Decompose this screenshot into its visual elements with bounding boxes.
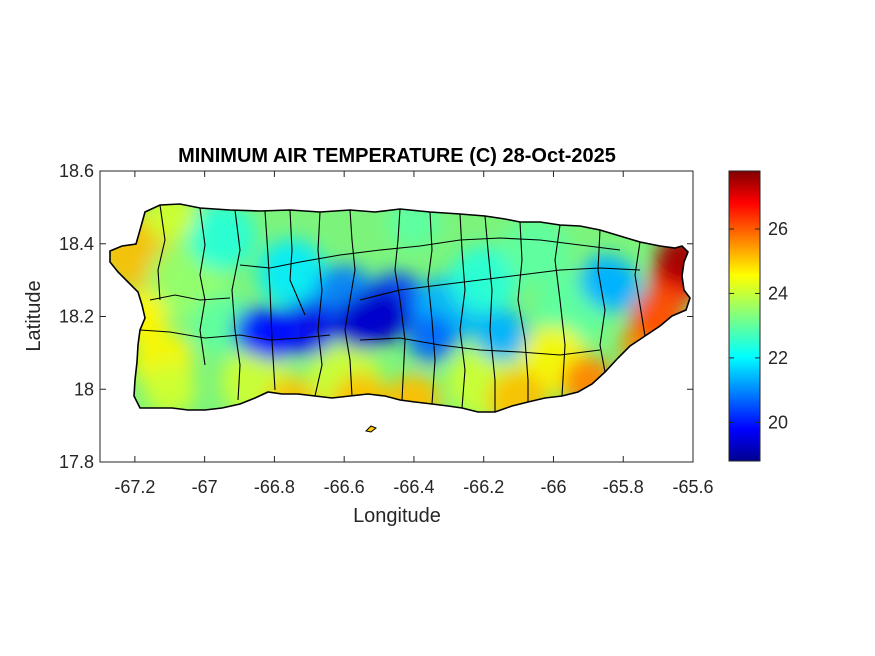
municipality-border: [359, 267, 641, 301]
x-axis-label: Longitude: [353, 505, 441, 527]
island-coastline: [109, 203, 691, 413]
chart-title: MINIMUM AIR TEMPERATURE (C) 28-Oct-2025: [178, 145, 616, 167]
colorbar: [728, 170, 761, 462]
municipality-border: [264, 210, 276, 391]
municipality-border: [394, 208, 406, 401]
x-tick-label: -67: [192, 477, 218, 497]
y-tick-label: 18.2: [59, 307, 94, 327]
municipality-border: [359, 337, 601, 356]
municipality-border: [484, 215, 496, 412]
x-tick-label: -65.8: [603, 477, 644, 497]
y-tick-label: 18.6: [59, 161, 94, 181]
temperature-field: [110, 204, 690, 412]
municipality-border: [427, 211, 436, 405]
x-tick-label: -66.8: [254, 477, 295, 497]
municipality-border: [597, 229, 606, 373]
municipality-border: [289, 209, 306, 316]
x-tick-label: -66.2: [463, 477, 504, 497]
x-tick-label: -66.4: [393, 477, 434, 497]
municipality-border: [231, 209, 241, 401]
municipality-border: [199, 207, 206, 366]
x-tick-label: -66: [540, 477, 566, 497]
municipality-boundaries: [139, 204, 646, 412]
municipality-border: [344, 209, 356, 397]
offshore-islet: [364, 425, 377, 433]
municipality-border: [554, 224, 566, 397]
municipality-border: [239, 237, 621, 269]
colorbar-ticks: 20 22 24 26: [729, 219, 788, 432]
municipality-border: [149, 294, 231, 301]
colorbar-tick-label: 26: [768, 219, 788, 239]
municipality-border: [459, 213, 466, 409]
municipality-border: [517, 221, 529, 402]
y-tick-label: 18: [74, 379, 94, 399]
x-tick-label: -66.6: [324, 477, 365, 497]
municipality-border: [314, 211, 323, 397]
y-tick-label: 18.4: [59, 234, 94, 254]
x-axis: -67.2 -67 -66.8 -66.6 -66.4 -66.2 -66 -65.8 -65.…: [114, 171, 714, 497]
y-axis-label: Latitude: [23, 280, 45, 351]
y-axis: 17.8 18 18.2 18.4 18.6: [59, 161, 693, 472]
x-tick-label: -67.2: [114, 477, 155, 497]
colorbar-tick-label: 20: [768, 412, 788, 432]
colorbar-tick-label: 24: [768, 283, 788, 303]
municipality-border: [139, 329, 331, 341]
x-tick-label: -65.6: [672, 477, 713, 497]
municipality-border: [157, 204, 166, 301]
colorbar-tick-label: 22: [768, 348, 788, 368]
municipality-border: [634, 241, 646, 337]
y-tick-label: 17.8: [59, 452, 94, 472]
